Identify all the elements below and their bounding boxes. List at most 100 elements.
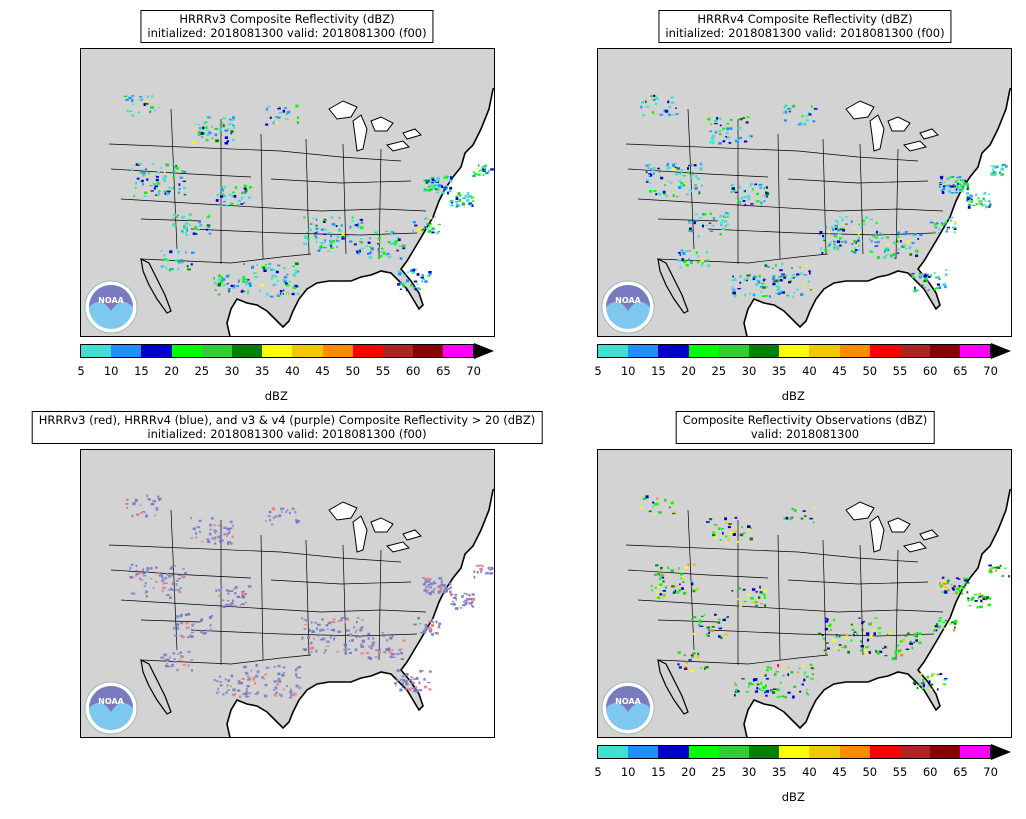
colorbar-cell [688, 345, 719, 357]
colorbar-tick-label: 55 [375, 364, 391, 378]
colorbar-tick-label: 60 [405, 364, 421, 378]
colorbar-cell [899, 345, 931, 357]
map-observations: NOAA [597, 449, 1012, 738]
colorbar-cell [718, 345, 749, 357]
title-line-2: valid: 2018081300 [750, 427, 860, 441]
colorbar-cell [292, 345, 323, 357]
colorbar-tick-label: 35 [254, 364, 270, 378]
colorbar-tick-label: 55 [892, 364, 908, 378]
colorbar-tick-label: 65 [953, 765, 968, 779]
title-line-1: HRRRv3 (red), HRRRv4 (blue), and v3 & v4… [38, 413, 536, 427]
colorbar-tick-label: 10 [620, 765, 636, 779]
svg-text:NOAA: NOAA [615, 697, 641, 706]
colorbar-tick-label: 70 [983, 765, 998, 779]
title-line-2: initialized: 2018081300 valid: 201808130… [147, 26, 427, 40]
colorbar-tick-label: 60 [922, 364, 938, 378]
title-line-1: Composite Reflectivity Observations (dBZ… [682, 413, 928, 427]
svg-text:NOAA: NOAA [98, 697, 124, 706]
colorbar-cell [748, 746, 780, 758]
title-line-2: initialized: 2018081300 valid: 201808130… [665, 26, 945, 40]
colorbar-tick-label: 10 [103, 364, 119, 378]
colorbar-tick-label: 40 [802, 765, 817, 779]
colorbar-tick-label: 55 [892, 765, 908, 779]
colorbar-cell [201, 345, 232, 357]
panel-hrrrv3: HRRRv3 Composite Reflectivity (dBZ) init… [0, 10, 510, 410]
panel-title: Composite Reflectivity Observations (dBZ… [675, 411, 935, 444]
colorbar-tick-label: 10 [620, 364, 636, 378]
colorbar-extend-arrow [990, 744, 1011, 760]
colorbar-label: dBZ [264, 389, 288, 403]
colorbar-tick-label: 65 [953, 364, 968, 378]
colorbar-cell [382, 345, 414, 357]
colorbar-tick-label: 50 [345, 364, 361, 378]
colorbar-strip [597, 745, 992, 759]
colorbar-tick-label: 20 [164, 364, 179, 378]
colorbar-cell [930, 746, 961, 758]
colorbar-cell [839, 345, 870, 357]
panel-hrrrv4: HRRRv4 Composite Reflectivity (dBZ) init… [517, 10, 1026, 410]
colorbar-tick-label: 45 [315, 364, 330, 378]
panel-title: HRRRv3 (red), HRRRv4 (blue), and v3 & v4… [31, 411, 543, 444]
colorbar-cell [839, 746, 870, 758]
map-difference: NOAA [80, 449, 495, 738]
panel-title: HRRRv3 Composite Reflectivity (dBZ) init… [140, 10, 434, 43]
colorbar-tick-label: 35 [771, 765, 787, 779]
colorbar-cell [413, 345, 444, 357]
colorbar-tick-label: 20 [681, 765, 696, 779]
colorbar-cell [141, 345, 172, 357]
colorbar-tick-label: 60 [922, 765, 938, 779]
colorbar-cell [598, 345, 629, 357]
colorbar-cell [111, 345, 142, 357]
colorbar-strip [80, 344, 475, 358]
colorbar-cell [628, 746, 659, 758]
colorbar-tick-label: 30 [741, 364, 757, 378]
colorbar-cell [869, 746, 900, 758]
colorbar-cell [688, 746, 719, 758]
colorbar-tick-label: 15 [651, 364, 666, 378]
colorbar-cell [899, 746, 931, 758]
map-hrrrv4: NOAA [597, 48, 1012, 337]
title-line-2: initialized: 2018081300 valid: 201808130… [147, 427, 427, 441]
colorbar-cell [352, 345, 383, 357]
title-line-1: HRRRv3 Composite Reflectivity (dBZ) [179, 12, 395, 26]
colorbar-cell [809, 746, 840, 758]
colorbar-cell [81, 345, 112, 357]
colorbar-tick-label: 5 [77, 364, 85, 378]
colorbar-tick-label: 20 [681, 364, 696, 378]
colorbar-cell [809, 345, 840, 357]
colorbar-extend-arrow [990, 343, 1011, 359]
colorbar-tick-label: 40 [802, 364, 817, 378]
title-line-1: HRRRv4 Composite Reflectivity (dBZ) [697, 12, 913, 26]
colorbar-tick-label: 50 [862, 364, 878, 378]
colorbar-cell [960, 746, 991, 758]
colorbar-tick-label: 30 [224, 364, 240, 378]
colorbar-label: dBZ [781, 790, 805, 804]
panel-title: HRRRv4 Composite Reflectivity (dBZ) init… [658, 10, 952, 43]
colorbar-cell [779, 345, 810, 357]
colorbar-cell [658, 345, 689, 357]
colorbar-cell [779, 746, 810, 758]
colorbar-cell [748, 345, 780, 357]
colorbar-tick-label: 45 [832, 765, 847, 779]
svg-text:NOAA: NOAA [615, 296, 641, 305]
colorbar-cell [322, 345, 353, 357]
colorbar-tick-label: 15 [651, 765, 666, 779]
colorbar-tick-label: 25 [194, 364, 210, 378]
colorbar-tick-label: 45 [832, 364, 847, 378]
colorbar-tick-label: 25 [711, 364, 727, 378]
colorbar-cell [171, 345, 202, 357]
colorbar-tick-label: 50 [862, 765, 878, 779]
colorbar-cell [443, 345, 474, 357]
colorbar-tick-label: 70 [466, 364, 481, 378]
colorbar-tick-label: 35 [771, 364, 787, 378]
colorbar-label: dBZ [781, 389, 805, 403]
colorbar-tick-label: 70 [983, 364, 998, 378]
colorbar-strip [597, 344, 992, 358]
colorbar-tick-label: 65 [436, 364, 451, 378]
colorbar-tick-label: 25 [711, 765, 727, 779]
colorbar-tick-label: 30 [741, 765, 757, 779]
colorbar-extend-arrow [473, 343, 494, 359]
colorbar-cell [231, 345, 263, 357]
colorbar-tick-label: 15 [134, 364, 149, 378]
colorbar-cell [658, 746, 689, 758]
